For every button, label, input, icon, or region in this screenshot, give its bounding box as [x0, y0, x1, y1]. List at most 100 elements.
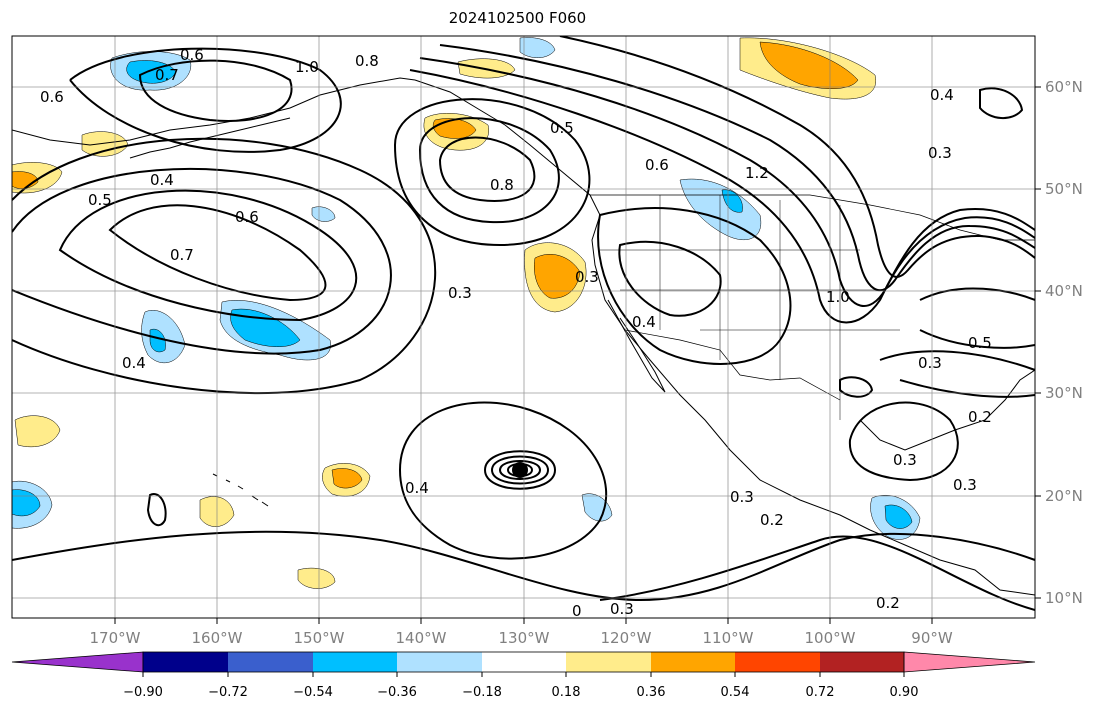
colorbar-bin — [735, 652, 820, 672]
gridlines — [12, 36, 1035, 618]
contour-label: 0.4 — [632, 313, 656, 331]
anomaly-patch-yellow-small4 — [297, 567, 336, 589]
colorbar-bin — [397, 652, 482, 672]
contour-label: 1.0 — [295, 58, 319, 76]
colorbar-outline — [142, 651, 905, 673]
anomaly-patch-blue-rockies — [679, 178, 762, 240]
contour-label: 0.5 — [88, 191, 112, 209]
colorbar-bin — [820, 652, 904, 672]
lat-label: 20°N — [1045, 487, 1083, 505]
colorbar-tick-label: 0.72 — [806, 685, 835, 700]
anomaly-patch-cyan-hawaii — [149, 328, 166, 353]
contour-label: 0.3 — [893, 451, 917, 469]
contour-label: 0.6 — [645, 156, 669, 174]
contour-label: 0.6 — [235, 208, 259, 226]
colorbar-extend-right — [903, 651, 1036, 673]
lat-label: 10°N — [1045, 589, 1083, 607]
anomaly-patch-orange-trop1 — [331, 468, 363, 489]
contour-gulf-mex-0.3 — [848, 401, 959, 482]
colorbar-ticks — [142, 672, 905, 677]
contour-east-0.5 — [919, 287, 1035, 349]
contour-label: 0.7 — [155, 66, 179, 84]
contour-label: 0.2 — [760, 511, 784, 529]
contour-typhoon-1 — [483, 450, 557, 490]
lon-label: 130°W — [499, 629, 550, 647]
contour-lines — [12, 36, 1035, 611]
axis-ticks — [114, 86, 1041, 624]
contour-gulf-alaska-low — [438, 136, 536, 202]
lat-label: 50°N — [1045, 180, 1083, 198]
contour-tropics-0.2 — [599, 535, 1035, 611]
anomaly-patch-blue-small1 — [519, 37, 556, 58]
contour-typhoon-4 — [506, 463, 534, 477]
lon-label: 160°W — [192, 629, 243, 647]
lon-label: 150°W — [294, 629, 345, 647]
colorbar-tick-label: 0.90 — [890, 685, 919, 700]
contour-label: 0.6 — [180, 46, 204, 64]
gulf-of-mexico-coast — [859, 369, 1035, 451]
contour-tropics-0.3 — [12, 530, 1035, 602]
colorbar: −0.90 −0.72 −0.54 −0.36 −0.18 0.18 0.36 … — [11, 651, 1036, 700]
contour-gulf-alaska-low-2 — [418, 117, 560, 224]
contour-aleutian-0.7 — [138, 59, 293, 122]
contour-label: 0.3 — [918, 354, 942, 372]
contour-jet-4 — [559, 36, 1035, 278]
lat-label: 40°N — [1045, 282, 1083, 300]
colorbar-tick-label: −0.54 — [293, 685, 333, 700]
contour-label: 0.8 — [355, 52, 379, 70]
contour-typhoon-outer — [398, 401, 608, 560]
contour-label: 0.6 — [40, 88, 64, 106]
colorbar-tick-label: −0.18 — [462, 685, 502, 700]
contour-label: 0.2 — [968, 408, 992, 426]
contour-aleutian-0.6 — [69, 47, 342, 153]
anomaly-patch-blue-small2 — [581, 493, 613, 522]
contour-east-pac-0.7 — [108, 204, 327, 302]
colorbar-bin — [651, 652, 735, 672]
colorbar-bin — [313, 652, 397, 672]
colorbar-extend-left — [11, 651, 144, 673]
contour-jet-3 — [439, 44, 1035, 292]
colorbar-tick-label: 0.36 — [637, 685, 666, 700]
contour-typhoon-2 — [490, 455, 550, 485]
colorbar-tick-labels: −0.90 −0.72 −0.54 −0.36 −0.18 0.18 0.36 … — [123, 685, 918, 700]
colorbar-tick-label: −0.90 — [123, 685, 163, 700]
anomaly-patch-cyan-east-pac — [230, 308, 301, 347]
lat-label: 30°N — [1045, 384, 1083, 402]
contour-label: 0 — [572, 602, 582, 620]
contour-east-pac-0.6 — [58, 189, 358, 322]
contour-jet-1 — [409, 69, 1035, 324]
hawaii-islands — [212, 473, 269, 507]
contour-label: 0.3 — [575, 268, 599, 286]
anomaly-patch-orange-gulf — [759, 41, 859, 90]
contour-small-low-3 — [979, 87, 1024, 119]
anomaly-patch-cyan-rockies — [721, 189, 743, 213]
us-mexico-border — [624, 329, 841, 401]
contour-label: 0.2 — [876, 594, 900, 612]
lon-label: 170°W — [90, 629, 141, 647]
contour-label: 0.5 — [968, 334, 992, 352]
contour-labels: 0.6 0.7 0.8 1.0 0.6 0.5 0.4 0.6 0.7 0.3 … — [40, 46, 992, 620]
contour-east-0.3 — [879, 350, 1035, 398]
contour-conus-1 — [597, 207, 792, 365]
colorbar-tick-label: −0.72 — [208, 685, 248, 700]
baja-california — [607, 299, 666, 393]
contour-label: 0.4 — [405, 479, 429, 497]
alaska-coast — [12, 77, 416, 146]
colorbar-tick-label: 0.18 — [552, 685, 581, 700]
contour-small-low-1 — [146, 493, 167, 527]
colorbar-tick-label: 0.54 — [721, 685, 750, 700]
contour-label: 0.8 — [490, 176, 514, 194]
contour-label: 0.3 — [953, 476, 977, 494]
colorbar-bin — [228, 652, 313, 672]
contour-label: 1.0 — [826, 288, 850, 306]
map-title: 2024102500 F060 — [448, 9, 587, 27]
contour-label: 0.3 — [448, 284, 472, 302]
contour-conus-2 — [618, 240, 722, 317]
contour-label: 0.3 — [610, 600, 634, 618]
lon-label: 140°W — [396, 629, 447, 647]
contour-label: 0.3 — [928, 144, 952, 162]
contour-label: 0.4 — [150, 171, 174, 189]
anomaly-patch-cyan-mexico — [884, 504, 913, 529]
lon-label: 90°W — [911, 629, 953, 647]
colorbar-bin — [566, 652, 651, 672]
